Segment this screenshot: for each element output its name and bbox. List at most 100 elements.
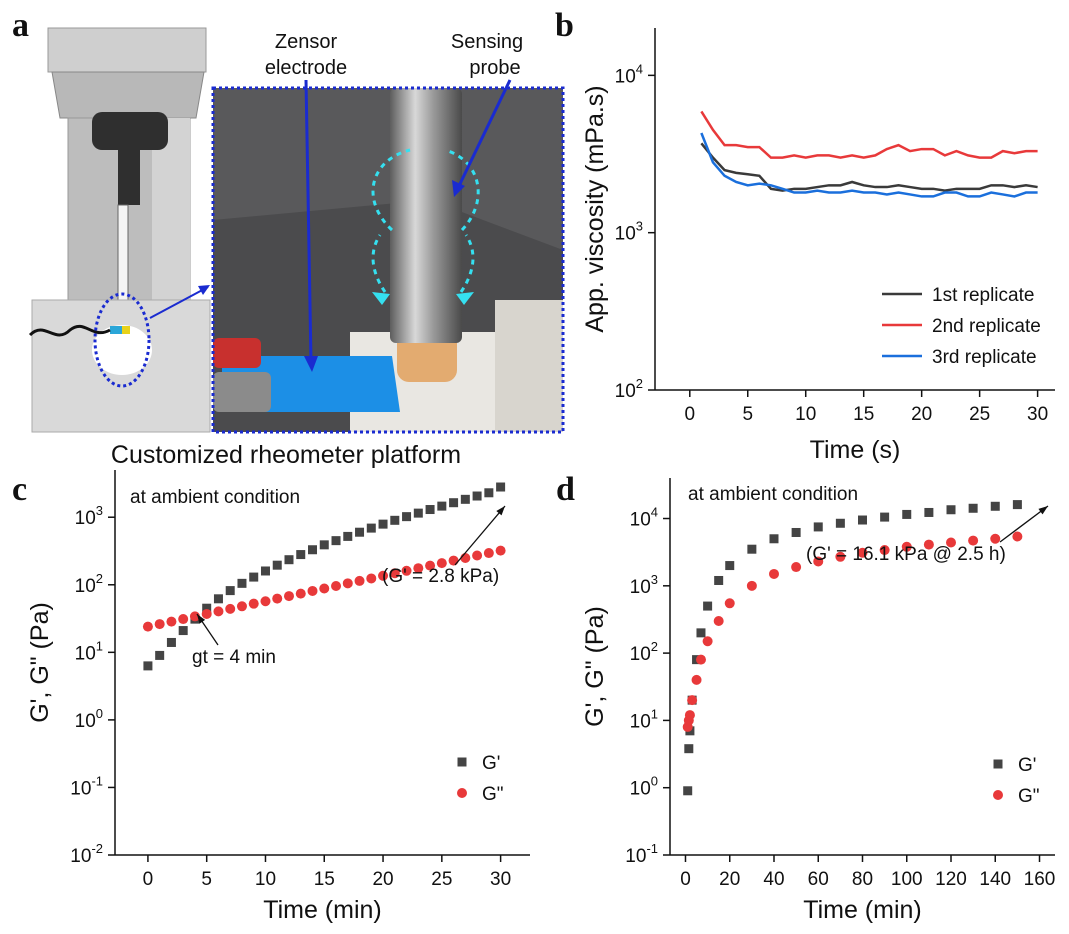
marker	[692, 675, 702, 685]
marker	[769, 534, 778, 543]
line	[701, 111, 1037, 157]
y-tick-label: 10-2	[70, 841, 103, 867]
x-axis-label: Time (s)	[810, 436, 901, 464]
marker	[320, 540, 329, 549]
legend-swatch	[457, 788, 467, 798]
marker	[484, 548, 494, 558]
marker	[947, 505, 956, 514]
marker	[484, 488, 493, 497]
y-tick-label: 104	[615, 61, 643, 87]
x-tick-label: 25	[969, 404, 990, 425]
marker	[814, 522, 823, 531]
marker	[437, 502, 446, 511]
rheometer-stem	[118, 150, 140, 205]
annotation: (G' = 16.1 kPa @ 2.5 h)	[806, 544, 1006, 565]
marker	[791, 562, 801, 572]
x-tick-label: 0	[680, 869, 691, 890]
marker	[261, 566, 270, 575]
x-tick-label: 0	[684, 404, 695, 425]
marker	[367, 524, 376, 533]
legend-label: G'	[1018, 755, 1036, 776]
y-axis-label: App. viscosity (mPa.s)	[581, 85, 609, 332]
sensing-probe	[390, 88, 462, 343]
sensor-holder	[495, 300, 563, 432]
marker	[685, 710, 695, 720]
marker	[969, 504, 978, 513]
marker	[178, 614, 188, 624]
marker	[449, 498, 458, 507]
marker	[308, 586, 318, 596]
marker	[496, 483, 505, 492]
marker	[747, 581, 757, 591]
marker	[449, 556, 459, 566]
marker	[460, 553, 470, 563]
x-tick-label: 20	[911, 404, 932, 425]
marker	[725, 598, 735, 608]
marker	[472, 551, 482, 561]
marker	[902, 510, 911, 519]
marker	[308, 545, 317, 554]
legend-swatch	[994, 760, 1003, 769]
x-tick-label: 100	[891, 869, 923, 890]
marker	[402, 512, 411, 521]
panel-label: d	[556, 471, 575, 508]
x-tick-label: 20	[372, 869, 393, 890]
marker	[296, 589, 306, 599]
arrow-head	[1038, 506, 1048, 514]
rheometer-knob	[92, 112, 168, 150]
marker	[426, 505, 435, 514]
y-tick-label: 101	[75, 638, 103, 664]
marker	[414, 509, 423, 518]
callout: electrode	[265, 57, 347, 79]
legend-label: 1st replicate	[932, 285, 1034, 306]
marker	[249, 573, 258, 582]
x-tick-label: 160	[1024, 869, 1056, 890]
x-tick-label: 0	[143, 869, 154, 890]
y-axis-label: G', G" (Pa)	[26, 602, 54, 723]
figure: a Zensor	[0, 0, 1069, 934]
marker	[213, 606, 223, 616]
x-tick-label: 140	[979, 869, 1011, 890]
x-tick-label: 5	[742, 404, 753, 425]
marker	[143, 622, 153, 632]
annotation: at ambient condition	[130, 487, 300, 508]
marker	[725, 561, 734, 570]
marker	[273, 561, 282, 570]
caption: Customized rheometer platform	[111, 441, 461, 469]
marker	[284, 555, 293, 564]
clip-metal	[213, 372, 271, 412]
marker	[990, 534, 1000, 544]
marker	[714, 576, 723, 585]
callout: Zensor	[275, 31, 338, 53]
marker	[684, 744, 693, 753]
marker	[769, 569, 779, 579]
marker	[696, 628, 705, 637]
marker	[343, 532, 352, 541]
marker	[272, 594, 282, 604]
marker	[202, 609, 212, 619]
marker	[284, 591, 294, 601]
marker	[747, 545, 756, 554]
y-tick-label: 100	[75, 706, 103, 732]
x-tick-label: 30	[490, 869, 511, 890]
marker	[319, 584, 329, 594]
y-tick-label: 103	[615, 219, 643, 245]
marker	[155, 651, 164, 660]
marker	[687, 695, 697, 705]
marker	[226, 586, 235, 595]
y-tick-label: 100	[630, 774, 658, 800]
chart: b051015202530102103104Time (s)App. visco…	[555, 7, 1055, 464]
marker	[379, 520, 388, 529]
x-tick-label: 20	[719, 869, 740, 890]
x-tick-label: 15	[314, 869, 335, 890]
x-tick-label: 60	[808, 869, 829, 890]
marker	[155, 619, 165, 629]
marker	[260, 596, 270, 606]
y-tick-label: 10-1	[625, 841, 658, 867]
panel-label: b	[555, 7, 574, 44]
y-tick-label: 102	[75, 571, 103, 597]
marker	[880, 513, 889, 522]
x-tick-label: 40	[763, 869, 784, 890]
y-tick-label: 102	[615, 376, 643, 402]
